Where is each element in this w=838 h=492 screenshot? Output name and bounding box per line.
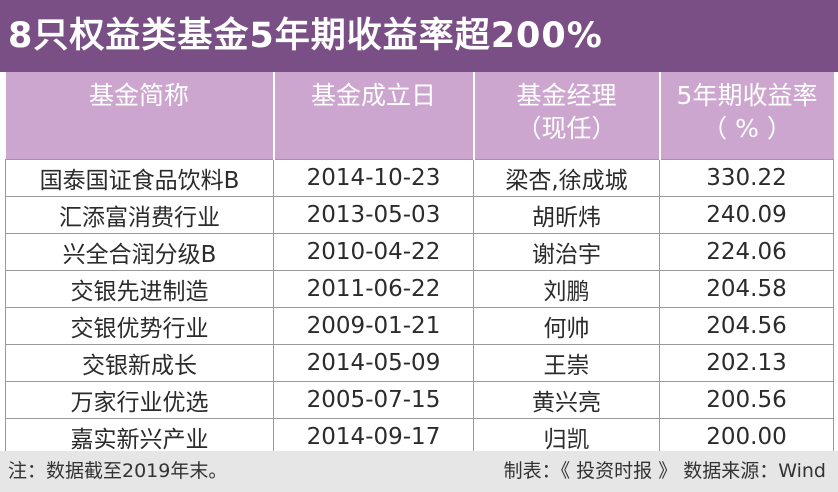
table-row: 汇添富消费行业 2013-05-03 胡昕炜 240.09 xyxy=(5,196,834,234)
cell-5yr-return: 224.06 xyxy=(659,233,834,271)
cell-fund-name: 交银新成长 xyxy=(5,344,274,382)
cell-inception-date: 2014-09-17 xyxy=(273,418,474,456)
footer: 注：数据截至2019年末。 制表：《 投资时报 》 数据来源：Wind xyxy=(0,451,838,492)
table-row: 嘉实新兴产业 2014-09-17 归凯 200.00 xyxy=(5,418,834,456)
cell-inception-date: 2009-01-21 xyxy=(273,307,474,345)
cell-fund-name: 国泰国证食品饮料B xyxy=(5,159,274,197)
cell-fund-name: 汇添富消费行业 xyxy=(5,196,274,234)
table-row: 国泰国证食品饮料B 2014-10-23 梁杏,徐成城 330.22 xyxy=(5,159,834,197)
cell-inception-date: 2014-05-09 xyxy=(273,344,474,382)
cell-5yr-return: 200.00 xyxy=(659,418,834,456)
cell-fund-name: 交银优势行业 xyxy=(5,307,274,345)
cell-5yr-return: 200.56 xyxy=(659,381,834,419)
fund-table: 基金简称 基金成立日 基金经理 （现任） 5年期收益率 （ % ） xyxy=(5,72,834,456)
column-header-fund-manager: 基金经理 （现任） xyxy=(473,72,661,160)
cell-inception-date: 2010-04-22 xyxy=(273,233,474,271)
cell-inception-date: 2005-07-15 xyxy=(273,381,474,419)
table-row: 交银先进制造 2011-06-22 刘鹏 204.58 xyxy=(5,270,834,308)
cell-5yr-return: 204.58 xyxy=(659,270,834,308)
cell-fund-manager: 何帅 xyxy=(473,307,660,345)
cell-inception-date: 2014-10-23 xyxy=(273,159,474,197)
cell-fund-manager: 黄兴亮 xyxy=(473,381,660,419)
table-header-row: 基金简称 基金成立日 基金经理 （现任） 5年期收益率 （ % ） xyxy=(5,72,834,160)
cell-5yr-return: 204.56 xyxy=(659,307,834,345)
cell-5yr-return: 330.22 xyxy=(659,159,834,197)
column-header-inception-date: 基金成立日 xyxy=(273,72,475,160)
cell-inception-date: 2013-05-03 xyxy=(273,196,474,234)
table-row: 交银新成长 2014-05-09 王崇 202.13 xyxy=(5,344,834,382)
cell-5yr-return: 240.09 xyxy=(659,196,834,234)
cell-fund-name: 交银先进制造 xyxy=(5,270,274,308)
cell-fund-name: 万家行业优选 xyxy=(5,381,274,419)
table-row: 兴全合润分级B 2010-04-22 谢治宇 224.06 xyxy=(5,233,834,271)
cell-5yr-return: 202.13 xyxy=(659,344,834,382)
table-row: 交银优势行业 2009-01-21 何帅 204.56 xyxy=(5,307,834,345)
column-header-fund-name: 基金简称 xyxy=(5,72,275,160)
cell-fund-manager: 归凯 xyxy=(473,418,660,456)
cell-fund-name: 嘉实新兴产业 xyxy=(5,418,274,456)
column-header-5yr-return: 5年期收益率 （ % ） xyxy=(659,72,834,160)
source-credit: 制表：《 投资时报 》 数据来源：Wind xyxy=(503,460,826,482)
page-title: 8只权益类基金5年期收益率超200% xyxy=(0,0,838,72)
cell-inception-date: 2011-06-22 xyxy=(273,270,474,308)
cell-fund-manager: 梁杏,徐成城 xyxy=(473,159,660,197)
cell-fund-manager: 王崇 xyxy=(473,344,660,382)
cell-fund-manager: 谢治宇 xyxy=(473,233,660,271)
cell-fund-manager: 刘鹏 xyxy=(473,270,660,308)
cell-fund-name: 兴全合润分级B xyxy=(5,233,274,271)
footer-note: 注：数据截至2019年末。 xyxy=(8,460,228,482)
cell-fund-manager: 胡昕炜 xyxy=(473,196,660,234)
table-row: 万家行业优选 2005-07-15 黄兴亮 200.56 xyxy=(5,381,834,419)
